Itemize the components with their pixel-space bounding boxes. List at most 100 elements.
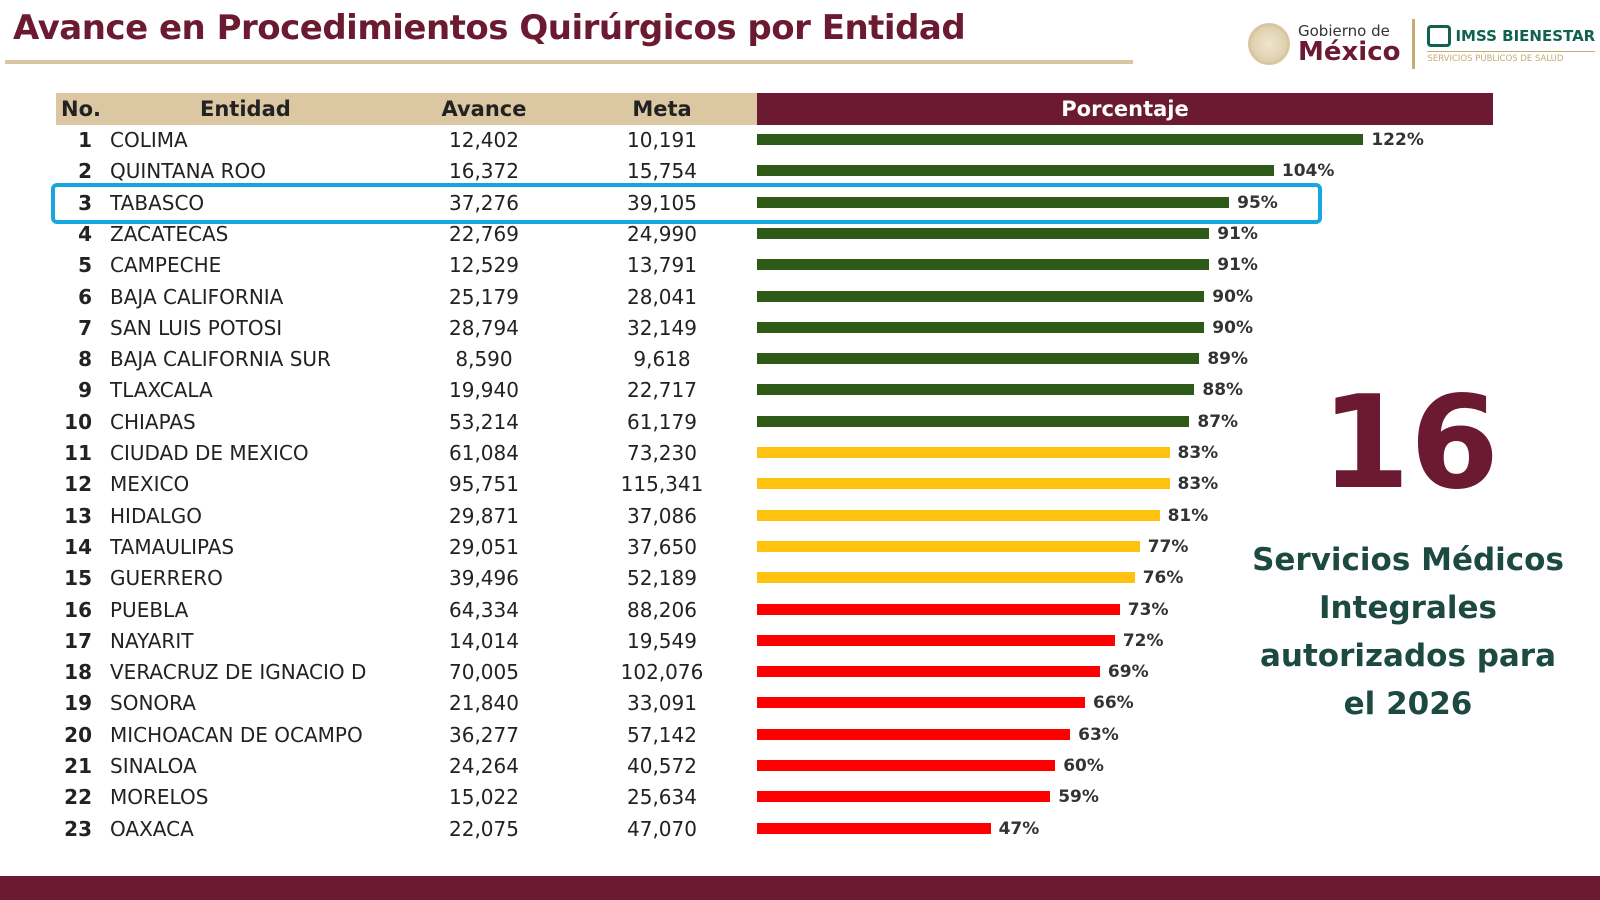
percentage-label: 90% bbox=[1212, 317, 1253, 338]
entity-name: NAYARIT bbox=[110, 628, 194, 653]
row-number: 22 bbox=[64, 785, 92, 810]
percentage-bar bbox=[757, 603, 1120, 615]
meta-value: 13,791 bbox=[627, 253, 697, 278]
avance-value: 39,496 bbox=[449, 566, 519, 591]
meta-value: 32,149 bbox=[627, 315, 697, 340]
percentage-bar bbox=[757, 540, 1140, 552]
logos: Gobierno de México IMSS BIENESTAR SERVIC… bbox=[1248, 18, 1596, 70]
meta-value: 37,086 bbox=[627, 503, 697, 528]
title-divider bbox=[5, 60, 1133, 64]
avance-value: 24,264 bbox=[449, 754, 519, 778]
entity-name: BAJA CALIFORNIA bbox=[110, 284, 284, 309]
header-porcentaje: Porcentaje bbox=[757, 93, 1493, 125]
percentage-label: 77% bbox=[1147, 536, 1189, 557]
percentage-bar bbox=[757, 196, 1230, 208]
side-description: Servicios Médicos Integrales autorizados… bbox=[1252, 542, 1564, 722]
percentage-label: 66% bbox=[1093, 693, 1134, 714]
meta-value: 28,041 bbox=[627, 284, 697, 309]
percentage-bar bbox=[757, 165, 1274, 177]
table-row: 7 SAN LUIS POTOSI 28,794 32,149 90% bbox=[56, 313, 1556, 343]
footer-bar bbox=[0, 876, 1600, 900]
meta-value: 37,650 bbox=[627, 534, 697, 559]
avance-value: 64,334 bbox=[449, 597, 519, 622]
percentage-bar bbox=[757, 728, 1071, 740]
percentage-label: 91% bbox=[1217, 223, 1258, 244]
table-row: 13 HIDALGO 29,871 37,086 81% bbox=[56, 501, 1556, 531]
avance-value: 36,277 bbox=[449, 722, 519, 747]
header-entidad: Entidad bbox=[200, 97, 291, 121]
row-number: 7 bbox=[78, 315, 92, 340]
row-number: 20 bbox=[64, 722, 92, 747]
meta-value: 22,717 bbox=[627, 378, 697, 403]
table-row: 23 OAXACA 22,075 47,070 47% bbox=[56, 814, 1556, 844]
percentage-bar bbox=[757, 290, 1205, 302]
table-row: 17 NAYARIT 14,014 19,549 72% bbox=[56, 626, 1556, 656]
percentage-bar bbox=[757, 134, 1364, 145]
table-row: 5 CAMPECHE 12,529 13,791 91% bbox=[56, 250, 1556, 280]
row-number: 14 bbox=[64, 534, 92, 559]
row-number: 19 bbox=[64, 691, 92, 716]
percentage-bar bbox=[757, 447, 1170, 458]
percentage-label: 90% bbox=[1212, 286, 1253, 307]
imss-emblem-icon bbox=[1427, 24, 1452, 47]
table-row: 18 VERACRUZ DE IGNACIO D 70,005 102,076 69% bbox=[56, 657, 1556, 687]
percentage-label: 73% bbox=[1127, 599, 1169, 620]
percentage-bar bbox=[757, 478, 1170, 490]
meta-value: 25,634 bbox=[627, 785, 697, 810]
percentage-bar bbox=[757, 509, 1160, 521]
row-number: 21 bbox=[64, 754, 92, 778]
entity-name: PUEBLA bbox=[110, 597, 189, 622]
entity-name: CAMPECHE bbox=[110, 253, 222, 278]
table-header: No. Entidad Avance Meta Porcentaje bbox=[56, 93, 1493, 125]
percentage-label: 59% bbox=[1058, 787, 1099, 808]
meta-value: 40,572 bbox=[627, 754, 697, 778]
percentage-label: 89% bbox=[1207, 349, 1249, 370]
avance-value: 8,590 bbox=[455, 347, 513, 372]
entity-name: TABASCO bbox=[110, 190, 205, 215]
table-row: 3 TABASCO 37,276 39,105 95% bbox=[56, 188, 1556, 218]
avance-value: 25,179 bbox=[449, 284, 519, 309]
entity-name: VERACRUZ DE IGNACIO D bbox=[110, 660, 367, 685]
table-row: 2 QUINTANA ROO 16,372 15,754 104% bbox=[56, 156, 1556, 186]
gobierno-logo-line2: México bbox=[1298, 36, 1401, 67]
table-row: 12 MEXICO 95,751 115,341 83% bbox=[56, 469, 1556, 499]
meta-value: 115,341 bbox=[620, 472, 704, 497]
entity-name: CIUDAD DE MEXICO bbox=[110, 441, 309, 465]
percentage-bar bbox=[757, 572, 1135, 584]
meta-value: 9,618 bbox=[633, 347, 691, 372]
percentage-label: 60% bbox=[1063, 756, 1104, 776]
percentage-bar bbox=[757, 822, 991, 834]
row-number: 16 bbox=[64, 597, 92, 622]
percentage-bar bbox=[757, 321, 1205, 333]
percentage-bar bbox=[757, 666, 1100, 678]
entity-name: MORELOS bbox=[110, 785, 209, 810]
table-row: 21 SINALOA 24,264 40,572 60% bbox=[56, 751, 1556, 781]
entity-name: CHIAPAS bbox=[110, 409, 196, 434]
header-no: No. bbox=[61, 97, 101, 121]
table-row: 10 CHIAPAS 53,214 61,179 87% bbox=[56, 407, 1556, 437]
meta-value: 47,070 bbox=[627, 816, 697, 841]
row-number: 23 bbox=[64, 816, 92, 841]
row-number: 9 bbox=[78, 378, 92, 403]
table-header-bg bbox=[56, 93, 757, 125]
avance-value: 16,372 bbox=[449, 159, 519, 184]
avance-value: 12,402 bbox=[449, 128, 519, 152]
meta-value: 10,191 bbox=[627, 128, 697, 152]
gobierno-logo-line1: Gobierno de bbox=[1298, 21, 1390, 40]
row-number: 3 bbox=[78, 190, 92, 215]
row-number: 10 bbox=[64, 409, 92, 434]
entity-name: MICHOACAN DE OCAMPO bbox=[110, 722, 363, 747]
meta-value: 57,142 bbox=[627, 722, 697, 747]
entity-name: BAJA CALIFORNIA SUR bbox=[110, 347, 331, 372]
entity-name: GUERRERO bbox=[110, 566, 223, 591]
header-avance: Avance bbox=[441, 97, 527, 121]
table-row: 20 MICHOACAN DE OCAMPO 36,277 57,142 63% bbox=[56, 720, 1556, 750]
percentage-bar bbox=[757, 227, 1210, 239]
percentage-label: 95% bbox=[1237, 192, 1278, 213]
row-number: 4 bbox=[78, 221, 92, 246]
highlight-box bbox=[51, 183, 1322, 224]
imss-logo: IMSS BIENESTAR SERVICIOS PÚBLICOS DE SAL… bbox=[1427, 24, 1596, 64]
avance-value: 29,051 bbox=[449, 534, 519, 559]
row-number: 15 bbox=[64, 566, 92, 591]
percentage-label: 63% bbox=[1078, 724, 1119, 745]
